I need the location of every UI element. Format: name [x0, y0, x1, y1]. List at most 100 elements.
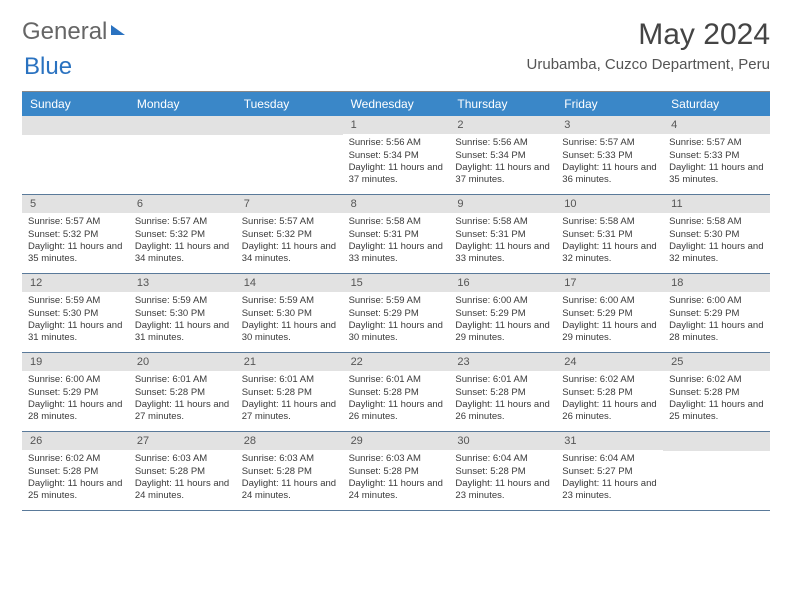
day-details: Sunrise: 5:57 AMSunset: 5:33 PMDaylight:…	[556, 134, 663, 192]
day-cell: 4Sunrise: 5:57 AMSunset: 5:33 PMDaylight…	[663, 116, 770, 194]
day-details: Sunrise: 5:58 AMSunset: 5:31 PMDaylight:…	[556, 213, 663, 271]
day-cell: 23Sunrise: 6:01 AMSunset: 5:28 PMDayligh…	[449, 353, 556, 431]
day-number: 24	[556, 353, 663, 371]
sunset-line: Sunset: 5:30 PM	[669, 229, 764, 241]
sunset-line: Sunset: 5:29 PM	[455, 308, 550, 320]
day-details: Sunrise: 6:01 AMSunset: 5:28 PMDaylight:…	[236, 371, 343, 429]
sunset-line: Sunset: 5:31 PM	[562, 229, 657, 241]
day-details: Sunrise: 5:56 AMSunset: 5:34 PMDaylight:…	[343, 134, 450, 192]
day-number: 7	[236, 195, 343, 213]
day-number: 3	[556, 116, 663, 134]
calendar: SundayMondayTuesdayWednesdayThursdayFrid…	[22, 91, 770, 511]
day-details: Sunrise: 5:59 AMSunset: 5:30 PMDaylight:…	[129, 292, 236, 350]
day-cell: 1Sunrise: 5:56 AMSunset: 5:34 PMDaylight…	[343, 116, 450, 194]
day-cell: 6Sunrise: 5:57 AMSunset: 5:32 PMDaylight…	[129, 195, 236, 273]
day-cell: 3Sunrise: 5:57 AMSunset: 5:33 PMDaylight…	[556, 116, 663, 194]
daylight-line: Daylight: 11 hours and 25 minutes.	[669, 399, 764, 424]
weekday-label: Thursday	[449, 92, 556, 116]
daylight-line: Daylight: 11 hours and 34 minutes.	[242, 241, 337, 266]
sunset-line: Sunset: 5:28 PM	[135, 387, 230, 399]
weekday-header: SundayMondayTuesdayWednesdayThursdayFrid…	[22, 92, 770, 116]
day-cell: 7 Sunrise: 5:57 AMSunset: 5:32 PMDaylight…	[236, 195, 343, 273]
day-cell: 13Sunrise: 5:59 AMSunset: 5:30 PMDayligh…	[129, 274, 236, 352]
weekday-label: Monday	[129, 92, 236, 116]
daylight-line: Daylight: 11 hours and 29 minutes.	[562, 320, 657, 345]
sunrise-line: Sunrise: 6:02 AM	[28, 453, 123, 465]
sunset-line: Sunset: 5:30 PM	[28, 308, 123, 320]
title-block: May 2024 Urubamba, Cuzco Department, Per…	[527, 18, 770, 73]
sunrise-line: Sunrise: 5:59 AM	[28, 295, 123, 307]
sunset-line: Sunset: 5:29 PM	[28, 387, 123, 399]
weekday-label: Tuesday	[236, 92, 343, 116]
day-cell: 31Sunrise: 6:04 AMSunset: 5:27 PMDayligh…	[556, 432, 663, 510]
daylight-line: Daylight: 11 hours and 25 minutes.	[28, 478, 123, 503]
daylight-line: Daylight: 11 hours and 23 minutes.	[455, 478, 550, 503]
sunrise-line: Sunrise: 5:59 AM	[242, 295, 337, 307]
sunrise-line: Sunrise: 5:56 AM	[349, 137, 444, 149]
sunset-line: Sunset: 5:28 PM	[242, 387, 337, 399]
sunrise-line: Sunrise: 6:01 AM	[455, 374, 550, 386]
sunset-line: Sunset: 5:28 PM	[242, 466, 337, 478]
daylight-line: Daylight: 11 hours and 35 minutes.	[28, 241, 123, 266]
day-cell: 29Sunrise: 6:03 AMSunset: 5:28 PMDayligh…	[343, 432, 450, 510]
day-number	[236, 116, 343, 135]
day-cell: 8Sunrise: 5:58 AMSunset: 5:31 PMDaylight…	[343, 195, 450, 273]
month-title: May 2024	[527, 18, 770, 52]
sunrise-line: Sunrise: 6:04 AM	[455, 453, 550, 465]
day-number: 9	[449, 195, 556, 213]
sunrise-line: Sunrise: 6:00 AM	[669, 295, 764, 307]
day-details: Sunrise: 5:59 AMSunset: 5:30 PMDaylight:…	[236, 292, 343, 350]
sunrise-line: Sunrise: 5:57 AM	[135, 216, 230, 228]
day-number: 15	[343, 274, 450, 292]
sunset-line: Sunset: 5:28 PM	[669, 387, 764, 399]
sunset-line: Sunset: 5:29 PM	[562, 308, 657, 320]
sunset-line: Sunset: 5:32 PM	[242, 229, 337, 241]
daylight-line: Daylight: 11 hours and 34 minutes.	[135, 241, 230, 266]
day-details: Sunrise: 6:02 AMSunset: 5:28 PMDaylight:…	[556, 371, 663, 429]
day-details: Sunrise: 5:58 AMSunset: 5:31 PMDaylight:…	[343, 213, 450, 271]
day-details: Sunrise: 6:02 AMSunset: 5:28 PMDaylight:…	[22, 450, 129, 508]
day-cell: 10Sunrise: 5:58 AMSunset: 5:31 PMDayligh…	[556, 195, 663, 273]
sunset-line: Sunset: 5:33 PM	[669, 150, 764, 162]
day-number: 6	[129, 195, 236, 213]
day-number: 11	[663, 195, 770, 213]
sunrise-line: Sunrise: 5:58 AM	[562, 216, 657, 228]
weekday-label: Saturday	[663, 92, 770, 116]
day-cell	[663, 432, 770, 510]
day-number: 30	[449, 432, 556, 450]
sunrise-line: Sunrise: 5:56 AM	[455, 137, 550, 149]
day-number: 22	[343, 353, 450, 371]
day-details: Sunrise: 6:04 AMSunset: 5:28 PMDaylight:…	[449, 450, 556, 508]
day-details: Sunrise: 6:03 AMSunset: 5:28 PMDaylight:…	[129, 450, 236, 508]
daylight-line: Daylight: 11 hours and 32 minutes.	[562, 241, 657, 266]
logo: General	[22, 18, 127, 46]
day-cell: 14Sunrise: 5:59 AMSunset: 5:30 PMDayligh…	[236, 274, 343, 352]
sunrise-line: Sunrise: 5:57 AM	[242, 216, 337, 228]
daylight-line: Daylight: 11 hours and 37 minutes.	[455, 162, 550, 187]
day-cell: 27Sunrise: 6:03 AMSunset: 5:28 PMDayligh…	[129, 432, 236, 510]
day-cell: 2Sunrise: 5:56 AMSunset: 5:34 PMDaylight…	[449, 116, 556, 194]
week-row: 19Sunrise: 6:00 AMSunset: 5:29 PMDayligh…	[22, 353, 770, 432]
day-details: Sunrise: 5:59 AMSunset: 5:29 PMDaylight:…	[343, 292, 450, 350]
day-number: 4	[663, 116, 770, 134]
daylight-line: Daylight: 11 hours and 28 minutes.	[669, 320, 764, 345]
day-details: Sunrise: 6:00 AMSunset: 5:29 PMDaylight:…	[22, 371, 129, 429]
sunset-line: Sunset: 5:30 PM	[135, 308, 230, 320]
day-cell: 28Sunrise: 6:03 AMSunset: 5:28 PMDayligh…	[236, 432, 343, 510]
day-details: Sunrise: 6:00 AMSunset: 5:29 PMDaylight:…	[556, 292, 663, 350]
day-number: 25	[663, 353, 770, 371]
day-cell	[22, 116, 129, 194]
day-cell	[236, 116, 343, 194]
daylight-line: Daylight: 11 hours and 24 minutes.	[242, 478, 337, 503]
day-details: Sunrise: 6:04 AMSunset: 5:27 PMDaylight:…	[556, 450, 663, 508]
daylight-line: Daylight: 11 hours and 26 minutes.	[349, 399, 444, 424]
sunset-line: Sunset: 5:29 PM	[349, 308, 444, 320]
day-details: Sunrise: 6:00 AMSunset: 5:29 PMDaylight:…	[449, 292, 556, 350]
daylight-line: Daylight: 11 hours and 26 minutes.	[455, 399, 550, 424]
sunset-line: Sunset: 5:30 PM	[242, 308, 337, 320]
day-number: 29	[343, 432, 450, 450]
week-row: 26Sunrise: 6:02 AMSunset: 5:28 PMDayligh…	[22, 432, 770, 511]
daylight-line: Daylight: 11 hours and 30 minutes.	[242, 320, 337, 345]
sunset-line: Sunset: 5:27 PM	[562, 466, 657, 478]
day-details: Sunrise: 6:01 AMSunset: 5:28 PMDaylight:…	[449, 371, 556, 429]
